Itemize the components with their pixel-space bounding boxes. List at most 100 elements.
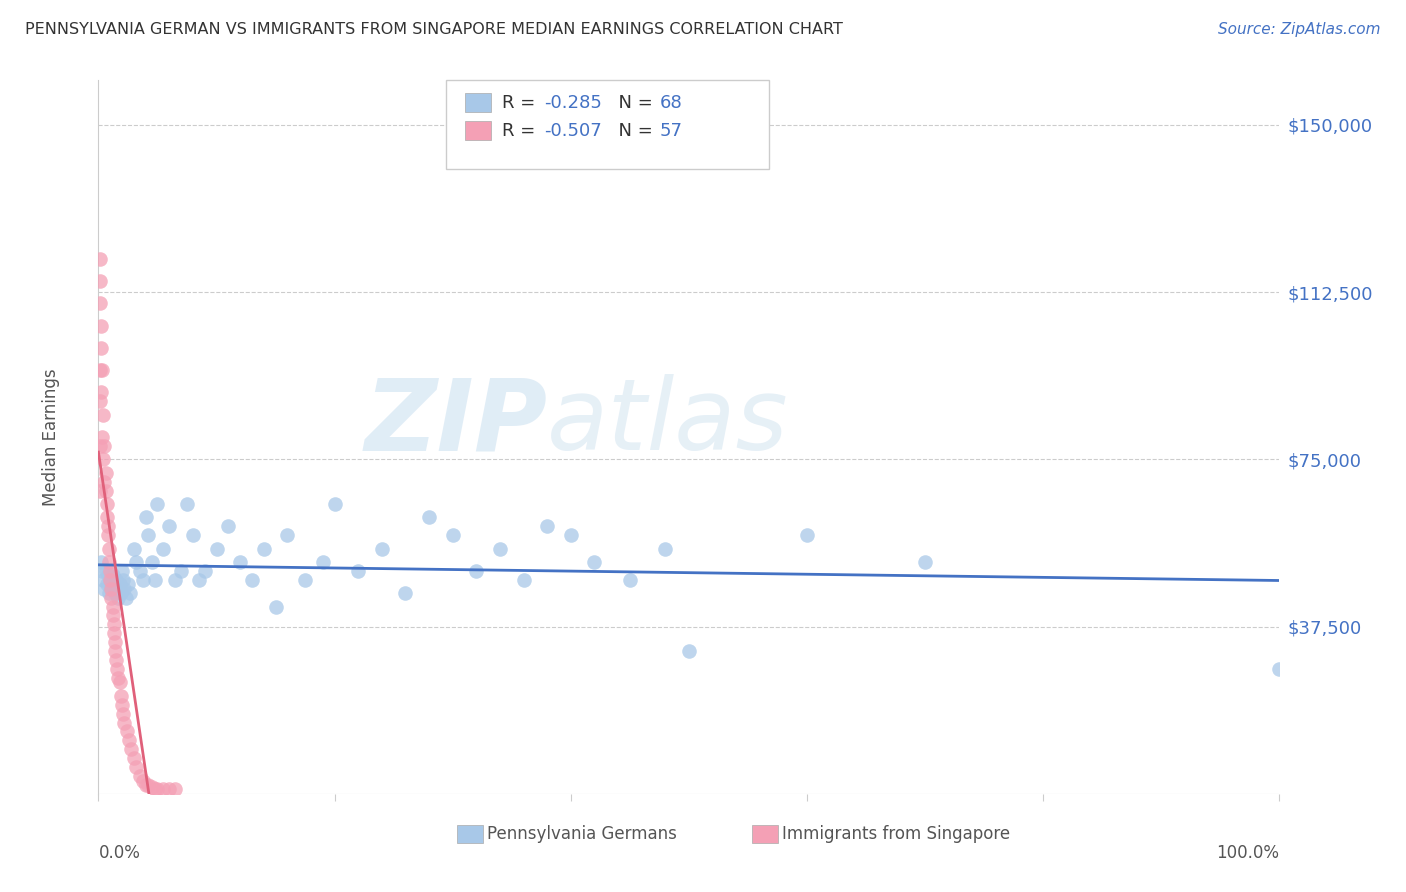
Point xyxy=(89,274,111,288)
Point xyxy=(91,573,114,587)
Point xyxy=(583,555,606,569)
Point xyxy=(98,555,121,569)
Point xyxy=(132,773,155,788)
Text: PENNSYLVANIA GERMAN VS IMMIGRANTS FROM SINGAPORE MEDIAN EARNINGS CORRELATION CHA: PENNSYLVANIA GERMAN VS IMMIGRANTS FROM S… xyxy=(25,22,844,37)
Text: Pennsylvania Germans: Pennsylvania Germans xyxy=(486,825,676,843)
Text: 68: 68 xyxy=(659,94,682,112)
Text: Source: ZipAtlas.com: Source: ZipAtlas.com xyxy=(1218,22,1381,37)
Point xyxy=(96,577,118,591)
Point xyxy=(120,586,142,600)
Point xyxy=(105,662,128,676)
Point xyxy=(276,528,298,542)
Point xyxy=(111,698,134,712)
Text: ZIP: ZIP xyxy=(364,375,547,471)
Point xyxy=(128,564,150,578)
Point xyxy=(114,591,136,605)
Point xyxy=(107,671,129,685)
Point xyxy=(91,452,114,467)
Point xyxy=(112,573,135,587)
Text: -0.285: -0.285 xyxy=(544,94,602,112)
Point xyxy=(125,555,148,569)
Point xyxy=(101,599,124,614)
Point xyxy=(165,573,187,587)
Point xyxy=(187,573,209,587)
Point xyxy=(132,573,155,587)
Point xyxy=(105,653,128,667)
Point xyxy=(108,675,131,690)
Point xyxy=(90,555,112,569)
Point xyxy=(619,573,641,587)
Point xyxy=(135,778,157,792)
Point xyxy=(165,782,187,797)
Point xyxy=(205,541,228,556)
Point xyxy=(100,582,122,596)
Point xyxy=(914,555,936,569)
Point xyxy=(157,519,180,533)
Point xyxy=(90,341,112,355)
Text: N =: N = xyxy=(607,94,659,112)
Point xyxy=(394,586,416,600)
Point xyxy=(146,782,169,797)
Text: 0.0%: 0.0% xyxy=(98,844,141,862)
Point xyxy=(170,564,193,578)
Point xyxy=(110,689,132,703)
Point xyxy=(89,439,111,453)
Point xyxy=(100,582,122,596)
Point xyxy=(97,519,120,533)
Point xyxy=(118,733,141,747)
Point xyxy=(89,483,111,498)
Point xyxy=(117,577,139,591)
Point xyxy=(90,385,112,400)
Point xyxy=(98,573,121,587)
Point xyxy=(111,564,134,578)
Point xyxy=(294,573,316,587)
Point xyxy=(94,483,117,498)
Point xyxy=(157,782,180,797)
Point xyxy=(94,466,117,480)
Point xyxy=(89,394,111,409)
Point xyxy=(93,582,115,596)
Point xyxy=(371,541,394,556)
Point xyxy=(108,577,131,591)
Point xyxy=(93,439,115,453)
Point xyxy=(94,564,117,578)
Point xyxy=(536,519,558,533)
Point xyxy=(678,644,700,658)
Point xyxy=(93,475,115,489)
Point xyxy=(103,617,125,632)
Text: R =: R = xyxy=(502,94,541,112)
Point xyxy=(107,591,129,605)
Point xyxy=(91,363,114,377)
Point xyxy=(217,519,239,533)
Text: 100.0%: 100.0% xyxy=(1216,844,1279,862)
Point xyxy=(136,528,159,542)
Point xyxy=(91,430,114,444)
Point xyxy=(152,782,174,797)
Text: Immigrants from Singapore: Immigrants from Singapore xyxy=(782,825,1010,843)
Point xyxy=(105,582,128,596)
Point xyxy=(264,599,287,614)
Point xyxy=(122,541,145,556)
Text: -0.507: -0.507 xyxy=(544,122,602,140)
Point xyxy=(89,296,111,310)
Point xyxy=(103,577,125,591)
Point xyxy=(176,497,198,511)
Point xyxy=(91,564,114,578)
Point xyxy=(98,586,121,600)
Point xyxy=(115,724,138,739)
Point xyxy=(418,510,440,524)
Point xyxy=(103,626,125,640)
Point xyxy=(91,408,114,422)
Point xyxy=(1268,662,1291,676)
Point xyxy=(141,555,163,569)
Point xyxy=(489,541,512,556)
Point xyxy=(112,715,135,730)
Point xyxy=(560,528,582,542)
Text: N =: N = xyxy=(607,122,659,140)
Point xyxy=(347,564,370,578)
Point xyxy=(101,608,124,623)
Point xyxy=(90,318,112,333)
Point xyxy=(89,252,111,266)
Text: R =: R = xyxy=(502,122,541,140)
Point xyxy=(323,497,346,511)
